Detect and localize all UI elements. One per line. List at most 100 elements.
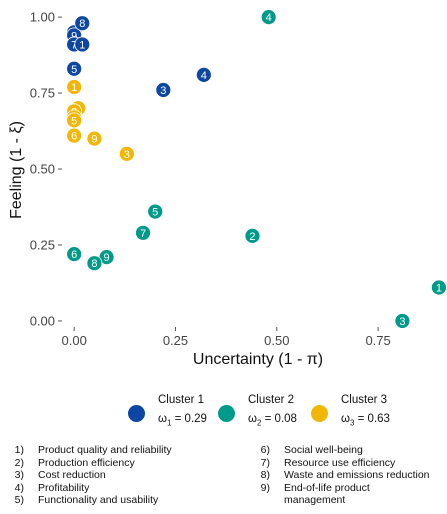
- y-tick-label: 0.00: [30, 313, 55, 328]
- point-marker: [66, 60, 83, 77]
- criteria-item: 8) Waste and emissions reduction: [246, 469, 430, 482]
- x-axis: 0.00 0.25 0.50 0.75: [62, 327, 391, 348]
- criteria-number: 9): [260, 481, 270, 494]
- data-point-cluster-3: 6: [66, 127, 83, 144]
- point-label: 3: [124, 149, 130, 161]
- data-point-cluster-2: 6: [66, 246, 83, 262]
- criteria-item: 7) Resource use efficiency: [246, 457, 430, 470]
- scatter-chart: 0.00 0.25 0.50 0.75 1.00 0.00 0.25 0.50 0.75 6 9…: [8, 9, 447, 368]
- point-marker: [86, 130, 103, 147]
- point-label: 9: [71, 30, 77, 42]
- data-point-cluster-3: 9: [86, 130, 103, 147]
- x-axis-title: Uncertainty (1 - π): [193, 351, 323, 368]
- point-label: 5: [152, 207, 158, 219]
- point-marker: [74, 15, 91, 32]
- data-point-cluster-2: 2: [244, 227, 261, 244]
- point-marker: [430, 279, 447, 296]
- point-label: 7: [140, 228, 146, 240]
- legend-swatch: [311, 405, 328, 422]
- point-label: 6: [71, 249, 77, 261]
- y-tick-label: 0.50: [30, 162, 55, 177]
- point-marker: [260, 9, 277, 26]
- data-point-cluster-2: 1: [430, 279, 447, 296]
- point-label: 6: [71, 131, 77, 143]
- y-tick-label: 0.75: [30, 86, 55, 101]
- criteria-item: 5) Functionality and usability: [0, 494, 172, 507]
- legend-label: Cluster 1: [158, 394, 205, 406]
- point-marker: [147, 203, 164, 220]
- data-point-cluster-1: 1: [74, 36, 91, 53]
- criteria-text: Social well-being: [284, 444, 363, 456]
- data-point-cluster-1: 5: [66, 60, 83, 77]
- x-tick-label: 0.25: [163, 333, 188, 348]
- data-point-cluster-1: 3: [155, 82, 172, 98]
- data-point-cluster-1: 8: [74, 15, 91, 32]
- legend-swatch: [128, 405, 145, 422]
- criteria-text: management: [284, 494, 346, 507]
- y-tick-label: 0.25: [30, 237, 55, 252]
- criteria-item: 9) End-of-life product: [246, 482, 430, 495]
- data-point-cluster-3: 1: [66, 79, 83, 95]
- criteria-number: 6): [260, 444, 270, 456]
- point-label: 1: [71, 82, 77, 94]
- criteria-number: 4): [14, 481, 24, 494]
- point-label: 5: [71, 115, 77, 127]
- point-label: 4: [266, 12, 272, 24]
- x-tick-label: 0.00: [62, 333, 87, 348]
- data-point-cluster-2: 7: [135, 224, 151, 241]
- criteria-list-right: 6) Social well-being 7) Resource use effici…: [246, 444, 430, 507]
- y-tick-label: 1.00: [30, 10, 55, 25]
- criteria-text: Product quality and reliability: [38, 444, 172, 456]
- data-point-cluster-3: 5: [66, 112, 83, 129]
- criteria-text: Waste and emissions reduction: [284, 469, 430, 482]
- legend-label: Cluster 2: [248, 394, 295, 406]
- criteria-text: End-of-life product: [284, 481, 370, 494]
- legend: Cluster 1 ω1 = 0.29 Cluster 2 ω2 = 0.08 …: [0, 394, 447, 435]
- legend-weight: ω3 = 0.63: [341, 413, 390, 428]
- x-tick-label: 0.75: [365, 333, 390, 348]
- point-label: 3: [399, 316, 405, 328]
- x-tick-label: 0.50: [264, 333, 289, 348]
- point-label: 8: [79, 18, 85, 30]
- point-label: 2: [249, 231, 255, 243]
- point-marker: [66, 127, 83, 144]
- criteria-text: Functionality and usability: [38, 494, 159, 507]
- criteria-number: 3): [14, 469, 24, 482]
- point-label: 4: [201, 70, 207, 82]
- point-label: 9: [91, 134, 97, 146]
- criteria-number: 5): [14, 494, 24, 507]
- data-point-cluster-2: 3: [394, 313, 411, 329]
- data-points: 69827154345726981314275693: [66, 9, 447, 329]
- data-point-cluster-1: 4: [195, 66, 212, 83]
- y-axis: 0.00 0.25 0.50 0.75 1.00: [30, 10, 62, 328]
- criteria-text: Production efficiency: [38, 456, 135, 469]
- criteria-number: [246, 494, 270, 507]
- data-point-cluster-2: 8: [86, 255, 103, 272]
- point-label: 1: [79, 39, 85, 51]
- point-marker: [86, 255, 103, 272]
- criteria-item: 2) Production efficiency: [0, 457, 172, 470]
- criteria-item: 3) Cost reduction: [0, 469, 172, 482]
- criteria-number: 2): [14, 456, 24, 469]
- point-label: 7: [71, 39, 77, 51]
- criteria-item: 1) Product quality and reliability: [0, 444, 172, 457]
- criteria-item: management: [246, 494, 430, 507]
- point-label: 5: [71, 64, 77, 76]
- point-marker: [74, 36, 91, 53]
- point-label: 1: [436, 283, 442, 295]
- point-marker: [244, 227, 261, 244]
- point-marker: [155, 82, 172, 98]
- criteria-number: 1): [14, 444, 24, 456]
- data-point-cluster-2: 4: [260, 9, 277, 26]
- legend-weight: ω2 = 0.08: [248, 413, 297, 428]
- data-point-cluster-2: 5: [147, 203, 164, 220]
- criteria-list-left: 1) Product quality and reliability 2) Produ…: [0, 444, 172, 507]
- point-marker: [135, 224, 151, 241]
- point-marker: [195, 66, 212, 83]
- point-label: 9: [104, 252, 110, 264]
- criteria-item: 4) Profitability: [0, 482, 172, 495]
- point-marker: [66, 79, 83, 95]
- criteria-number: 7): [260, 456, 270, 469]
- point-marker: [394, 313, 411, 329]
- criteria-text: Resource use efficiency: [284, 456, 396, 469]
